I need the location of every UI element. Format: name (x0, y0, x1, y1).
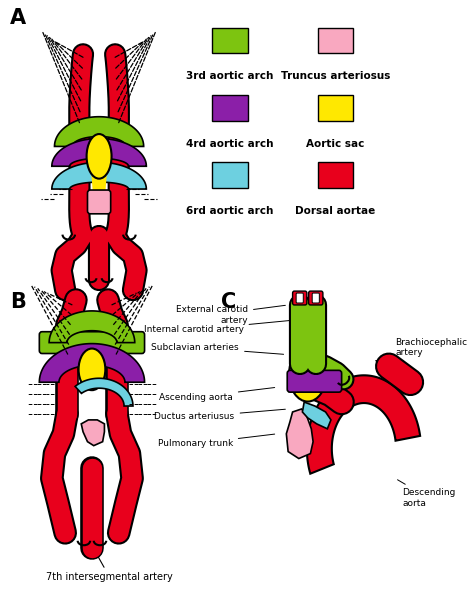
FancyBboxPatch shape (287, 370, 342, 392)
Text: Dorsal aortae: Dorsal aortae (295, 206, 375, 216)
Bar (212, 28, 248, 54)
Polygon shape (286, 409, 313, 459)
Text: 4rd aortic arch: 4rd aortic arch (186, 138, 274, 149)
Text: B: B (10, 292, 26, 312)
Text: Pulmonary trunk: Pulmonary trunk (157, 434, 274, 448)
Polygon shape (307, 375, 420, 474)
Text: 7th intersegmental artery: 7th intersegmental artery (46, 556, 173, 583)
Text: A: A (10, 8, 26, 28)
Polygon shape (39, 344, 145, 382)
Text: Aortic sac: Aortic sac (306, 138, 365, 149)
Text: Ascending aorta: Ascending aorta (159, 388, 274, 402)
Text: C: C (221, 292, 237, 312)
Text: Brachiocephalic
artery: Brachiocephalic artery (375, 338, 467, 361)
Text: Ductus arteriusus: Ductus arteriusus (155, 409, 285, 421)
Text: Subclavian arteries: Subclavian arteries (152, 343, 283, 355)
Polygon shape (75, 378, 133, 406)
Text: External carotid
artery: External carotid artery (176, 305, 285, 324)
Bar (318, 163, 353, 188)
FancyBboxPatch shape (292, 291, 307, 305)
FancyBboxPatch shape (309, 291, 323, 305)
Ellipse shape (289, 347, 327, 402)
Text: Truncus arteriosus: Truncus arteriosus (281, 71, 390, 81)
Ellipse shape (79, 349, 105, 390)
Bar (212, 163, 248, 188)
Polygon shape (55, 117, 144, 146)
Polygon shape (81, 420, 104, 445)
Polygon shape (91, 171, 107, 193)
FancyBboxPatch shape (312, 293, 319, 303)
Text: 6rd aortic arch: 6rd aortic arch (186, 206, 274, 216)
Polygon shape (49, 311, 135, 343)
Bar (318, 95, 353, 120)
Text: 3rd aortic arch: 3rd aortic arch (186, 71, 274, 81)
Bar (318, 28, 353, 54)
Polygon shape (302, 402, 331, 429)
Polygon shape (52, 138, 146, 166)
FancyBboxPatch shape (88, 190, 110, 214)
Polygon shape (52, 163, 146, 189)
Text: Descending
aorta: Descending aorta (398, 480, 456, 508)
Bar (212, 95, 248, 120)
FancyBboxPatch shape (296, 293, 303, 303)
FancyBboxPatch shape (39, 332, 145, 353)
Text: Internal carotid artery: Internal carotid artery (144, 320, 294, 334)
Ellipse shape (87, 134, 111, 179)
